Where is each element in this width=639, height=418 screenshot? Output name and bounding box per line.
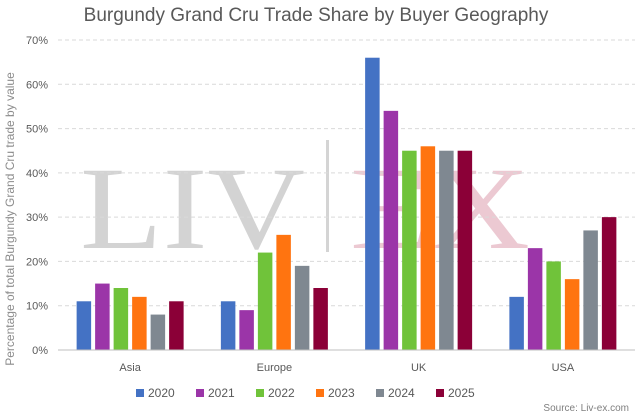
- bar-usa-2022: [546, 261, 561, 350]
- bar-uk-2023: [420, 146, 436, 350]
- y-tick-label: 10%: [26, 301, 48, 313]
- category-labels: Asia Europe UK USA: [119, 362, 574, 374]
- legend-label: 2021: [208, 386, 235, 400]
- bar-asia-2025: [169, 301, 184, 350]
- legend-swatch: [136, 389, 144, 397]
- legend-swatch: [256, 389, 264, 397]
- y-axis-label: Percentage of total Burgundy Grand Cru t…: [3, 72, 17, 366]
- legend-label: 2022: [268, 386, 295, 400]
- bar-asia-2020: [76, 301, 92, 350]
- legend-swatch: [436, 389, 444, 397]
- y-tick-label: 40%: [26, 168, 48, 180]
- legend-label: 2024: [388, 386, 415, 400]
- x-category-label: USA: [552, 362, 575, 374]
- bars: [76, 57, 617, 350]
- bar-asia-2024: [150, 314, 166, 350]
- legend-swatch: [196, 389, 204, 397]
- bar-europe-2024: [294, 265, 310, 350]
- bar-uk-2024: [439, 150, 454, 350]
- watermark-left-text: LIV: [80, 143, 305, 274]
- legend-swatch: [376, 389, 384, 397]
- x-category-label: UK: [411, 362, 427, 374]
- bar-europe-2021: [239, 310, 254, 350]
- bar-usa-2020: [509, 296, 524, 350]
- y-tick-label: 30%: [26, 212, 48, 224]
- y-tick-label: 20%: [26, 256, 48, 268]
- bar-europe-2020: [220, 301, 236, 350]
- bar-usa-2021: [527, 248, 543, 350]
- bar-usa-2023: [564, 279, 580, 350]
- y-tick-label: 70%: [26, 35, 48, 47]
- bar-uk-2020: [365, 57, 380, 350]
- bar-uk-2022: [402, 150, 417, 350]
- watermark-divider: [326, 140, 329, 252]
- y-axis-ticks: 0% 10% 20% 30% 40% 50% 60% 70%: [26, 35, 48, 357]
- source-note: Source: Liv-ex.com: [543, 403, 629, 414]
- y-tick-label: 60%: [26, 79, 48, 91]
- bar-uk-2025: [457, 150, 473, 350]
- bar-asia-2021: [95, 283, 110, 350]
- legend-label: 2025: [448, 386, 475, 400]
- bar-europe-2025: [313, 288, 328, 350]
- x-category-label: Europe: [257, 362, 292, 374]
- x-category-label: Asia: [119, 362, 141, 374]
- bar-europe-2023: [276, 234, 291, 350]
- legend-swatch: [316, 389, 324, 397]
- chart-title: Burgundy Grand Cru Trade Share by Buyer …: [84, 5, 549, 26]
- y-tick-label: 50%: [26, 124, 48, 136]
- bar-usa-2025: [601, 217, 617, 350]
- bar-asia-2023: [132, 296, 147, 350]
- legend-label: 2023: [328, 386, 355, 400]
- bar-asia-2022: [113, 288, 129, 350]
- legend: 2020 2021 2022 2023 2024 2025: [136, 386, 475, 400]
- legend-label: 2020: [148, 386, 175, 400]
- bar-europe-2022: [257, 252, 273, 350]
- bar-uk-2021: [383, 110, 399, 350]
- y-tick-label: 0%: [32, 345, 48, 357]
- bar-usa-2024: [583, 230, 598, 350]
- gridlines: [58, 39, 635, 307]
